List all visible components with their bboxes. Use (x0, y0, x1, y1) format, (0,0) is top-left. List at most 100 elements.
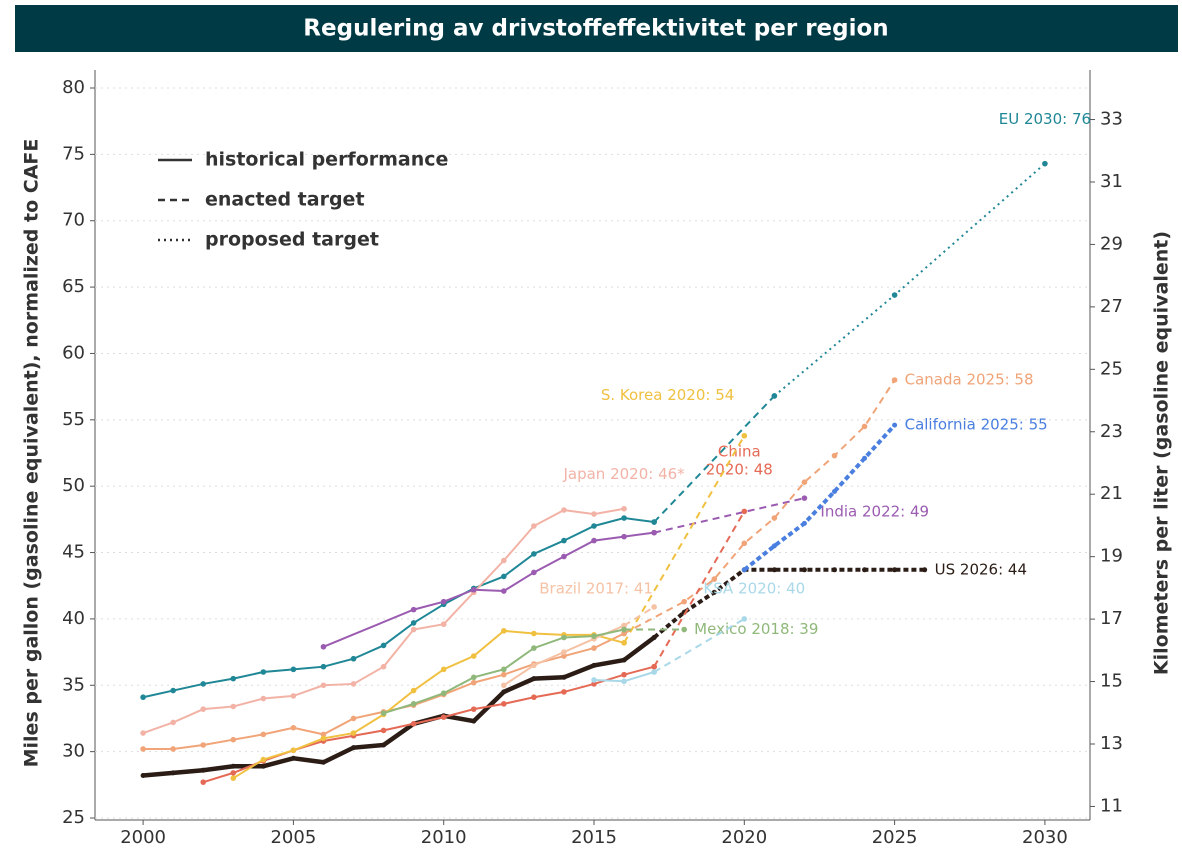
data-point (410, 687, 417, 694)
data-point (501, 701, 507, 707)
data-point (591, 677, 597, 683)
data-point (470, 653, 477, 659)
x-tick-label: 2030 (1022, 827, 1068, 848)
series-annotation: EU 2030: 76 (999, 110, 1091, 128)
data-point (621, 505, 627, 512)
data-point (200, 742, 207, 748)
data-point (140, 746, 146, 752)
y-tick-label: 60 (62, 342, 85, 363)
data-point (470, 679, 477, 686)
series-annotation: S. Korea 2020: 54 (601, 386, 734, 404)
data-point (801, 495, 808, 501)
series-line (653, 395, 776, 523)
data-point (741, 616, 748, 622)
data-point (561, 553, 567, 560)
data-point (440, 690, 447, 697)
x-tick-label: 2000 (120, 827, 166, 848)
data-point (260, 731, 267, 738)
data-point (260, 669, 267, 675)
data-point (380, 710, 387, 716)
series-line (652, 567, 925, 640)
data-point (621, 640, 627, 646)
data-point (410, 620, 417, 626)
data-point (741, 508, 748, 515)
data-point (230, 675, 237, 682)
data-point (501, 666, 507, 673)
data-point (410, 701, 417, 707)
data-point (651, 604, 657, 610)
data-point (260, 756, 267, 763)
data-point (350, 681, 357, 687)
y2-tick-label: 29 (1100, 233, 1123, 254)
series-line (232, 629, 625, 780)
data-point (681, 598, 687, 605)
data-point (711, 589, 717, 595)
series-annotation: US 2026: 44 (935, 560, 1027, 578)
data-point (350, 655, 357, 662)
data-point (591, 645, 597, 651)
series-annotation: KSA 2020: 40 (703, 579, 805, 597)
data-point (200, 779, 207, 785)
data-point (561, 653, 567, 659)
data-point (531, 551, 537, 557)
data-point (831, 567, 837, 573)
data-point (771, 393, 778, 399)
data-point (501, 573, 507, 580)
data-point (290, 693, 297, 699)
data-point (290, 666, 297, 673)
data-point (801, 567, 807, 573)
data-point (892, 422, 898, 428)
data-point (351, 745, 357, 751)
data-point (591, 511, 597, 517)
data-point (771, 515, 778, 521)
data-point (741, 540, 748, 547)
data-point (621, 515, 627, 521)
data-point (230, 775, 237, 781)
data-point (891, 377, 898, 383)
data-point (140, 773, 146, 779)
data-point (230, 763, 236, 769)
data-point (862, 567, 868, 573)
data-point (410, 606, 417, 613)
data-point (561, 634, 567, 641)
data-point (470, 706, 477, 712)
data-point (440, 714, 447, 720)
data-point (320, 735, 327, 742)
data-point (531, 523, 537, 529)
data-point (350, 730, 357, 736)
data-point (260, 763, 266, 769)
data-point (711, 576, 718, 582)
data-point (651, 529, 657, 536)
data-point (170, 719, 176, 726)
y2-tick-label: 21 (1100, 483, 1123, 504)
data-point (501, 682, 507, 689)
data-point (290, 747, 297, 754)
data-point (350, 715, 357, 722)
y2-tick-label: 17 (1100, 608, 1123, 629)
y-tick-label: 50 (62, 475, 85, 496)
data-point (621, 671, 627, 678)
data-point (200, 767, 206, 773)
data-point (621, 657, 627, 663)
data-point (170, 687, 176, 694)
data-point (140, 730, 146, 736)
data-point (320, 759, 326, 765)
data-point (741, 432, 748, 439)
y-tick-label: 75 (62, 143, 85, 164)
data-point (591, 662, 597, 668)
series-line (142, 635, 656, 778)
y-axis-label: Miles per gallon (gasoline equivalent), … (21, 139, 43, 768)
data-point (230, 770, 237, 776)
data-point (831, 488, 837, 494)
series-line (743, 423, 897, 572)
data-point (410, 626, 417, 633)
series-annotation: China 2020: 48 (706, 442, 773, 478)
series-line (623, 606, 655, 627)
data-point (501, 628, 507, 634)
x-tick-label: 2020 (721, 827, 767, 848)
y2-axis-label: Kilometers per liter (gasoline equivalen… (1151, 231, 1173, 675)
data-point (561, 537, 567, 544)
data-point (651, 669, 657, 675)
chart-title: Regulering av drivstoffeffektivitet per … (303, 16, 888, 42)
data-point (651, 634, 657, 640)
